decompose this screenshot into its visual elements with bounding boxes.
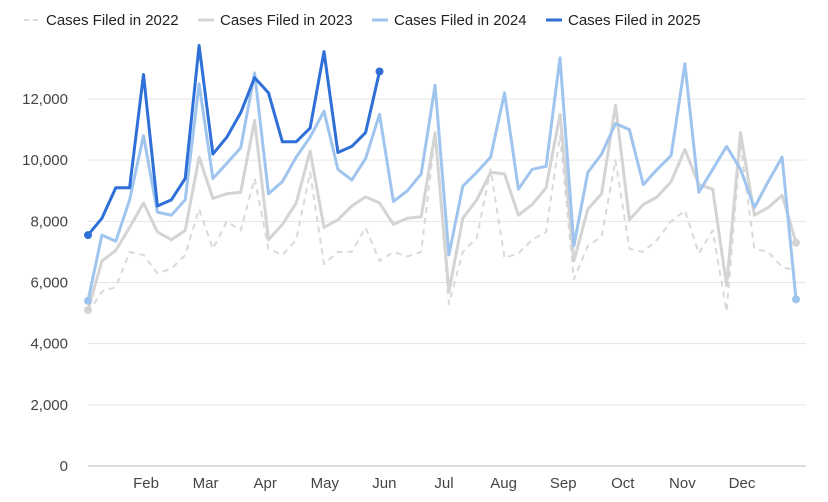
x-tick-label: Sep <box>550 475 577 492</box>
y-tick-label: 0 <box>60 458 68 475</box>
series-endpoint-marker <box>84 306 92 315</box>
y-tick-label: 12,000 <box>22 91 68 108</box>
series-endpoint-marker <box>792 238 800 247</box>
y-tick-label: 4,000 <box>30 336 68 353</box>
x-tick-label: May <box>311 475 340 492</box>
x-tick-label: Oct <box>611 475 635 492</box>
axis-layer: 0 2,000 4,000 6,000 8,000 10,000 12,000 Feb Mar A… <box>22 91 756 492</box>
series-endpoint-marker <box>792 295 800 304</box>
x-tick-label: Aug <box>490 475 517 492</box>
series-endpoint-marker <box>84 296 92 305</box>
y-tick-label: 2,000 <box>30 397 68 414</box>
x-tick-label: Feb <box>133 475 159 492</box>
x-tick-label: Jul <box>434 475 453 492</box>
x-tick-label: Apr <box>254 475 277 492</box>
legend-label: Cases Filed in 2022 <box>46 12 179 29</box>
y-tick-label: 6,000 <box>30 275 68 292</box>
x-tick-label: Dec <box>729 475 756 492</box>
legend-label: Cases Filed in 2025 <box>568 12 701 29</box>
series-layer <box>84 44 800 315</box>
y-tick-label: 8,000 <box>30 213 68 230</box>
y-tick-label: 10,000 <box>22 152 68 169</box>
x-tick-label: Nov <box>669 475 696 492</box>
legend-label: Cases Filed in 2023 <box>220 12 353 29</box>
series-endpoint-marker <box>375 67 384 76</box>
series-line <box>86 44 381 237</box>
x-tick-label: Mar <box>193 475 219 492</box>
series-line <box>87 134 797 314</box>
series-line <box>86 103 798 311</box>
legend-label: Cases Filed in 2024 <box>394 12 527 29</box>
series-endpoint-marker <box>84 231 92 240</box>
x-tick-label: Jun <box>372 475 396 492</box>
series-line <box>86 56 798 302</box>
legend: Cases Filed in 2022 Cases Filed in 2023 Ca… <box>24 12 701 29</box>
